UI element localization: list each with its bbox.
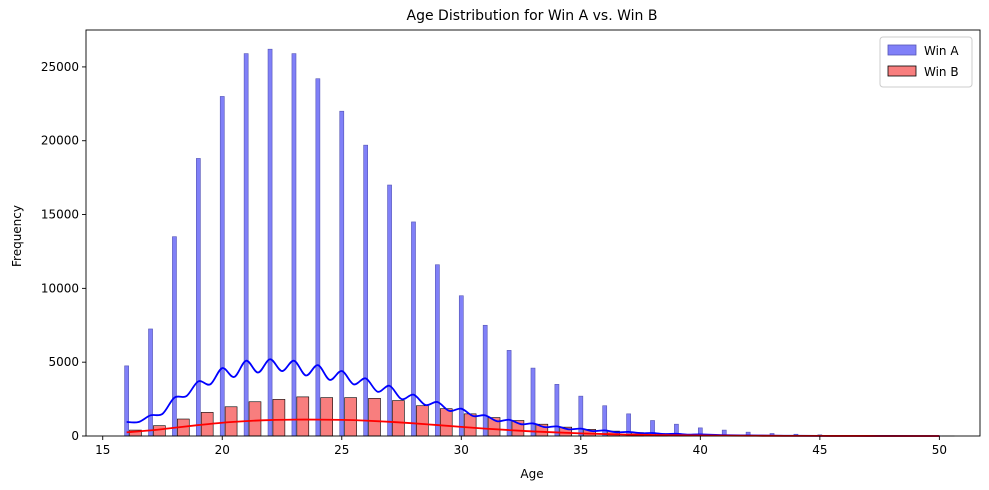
bar-win-a-age-27 [387,184,392,437]
chart-title: Age Distribution for Win A vs. Win B [407,8,658,24]
legend-swatch-win-b [887,65,917,77]
bar-win-a-age-23 [291,53,297,437]
x-tick-label-50: 50 [932,443,947,457]
bar-win-a-age-32 [506,350,512,437]
bar-win-a-age-28 [411,221,416,437]
bar-win-b-age-30 [463,413,477,437]
axes-layer: 15 20 25 30 35 40 45 50 0 5000 10000 15000 20000 2500… [41,29,981,457]
x-tick-label-25: 25 [334,443,349,457]
y-tick-label-15000: 15000 [41,208,79,222]
bar-win-a-age-36 [602,405,608,437]
bar-win-a-age-25 [339,110,345,437]
bar-win-a-age-35 [578,395,584,437]
bar-win-b-age-21 [248,401,262,437]
bar-win-a-age-26 [363,144,369,437]
bar-win-b-age-17 [153,425,166,437]
bar-win-a-age-30 [458,295,464,437]
bar-win-a-age-21 [243,53,249,437]
x-tick-label-40: 40 [693,443,708,457]
x-tick-label-15: 15 [95,443,110,457]
legend-swatch-win-a [887,44,917,56]
bar-win-a-age-16 [124,365,129,437]
bar-win-a-age-24 [315,78,321,437]
bar-win-b-age-22 [272,399,286,437]
y-tick-label-5000: 5000 [48,355,79,369]
y-tick-label-10000: 10000 [41,281,79,295]
x-tick-label-20: 20 [215,443,230,457]
y-axis-title: Frequency [10,205,24,267]
legend: Win A Win B [879,36,973,88]
x-tick-label-35: 35 [573,443,588,457]
kde-line-win-a [126,358,940,437]
bar-win-b-age-26 [368,398,381,437]
y-tick-label-20000: 20000 [41,134,79,148]
x-tick-label-30: 30 [454,443,469,457]
bar-win-a-age-17 [148,328,153,437]
bar-win-b-age-25 [344,397,357,437]
bar-win-b-age-29 [439,408,453,437]
y-tick-label-0: 0 [71,429,79,443]
x-axis-title: Age [520,467,543,481]
bar-win-a-age-18 [172,236,177,437]
bar-win-a-age-33 [530,367,536,437]
bar-win-b-age-23 [296,396,310,437]
plot-frame [85,29,981,437]
bar-win-b-age-24 [320,397,333,437]
bar-win-a-age-34 [554,384,560,437]
legend-label-win-b: Win B [924,65,959,79]
bar-win-b-age-27 [392,400,405,437]
bar-win-a-age-20 [219,96,225,437]
bar-win-a-age-29 [435,264,440,437]
bar-win-a-age-22 [267,48,273,437]
bar-win-a-age-31 [482,324,488,437]
bar-win-b-age-28 [416,405,429,437]
bar-win-a-age-19 [196,158,201,437]
x-tick-label-45: 45 [812,443,827,457]
y-tick-label-25000: 25000 [41,60,79,74]
legend-label-win-a: Win A [924,44,959,58]
